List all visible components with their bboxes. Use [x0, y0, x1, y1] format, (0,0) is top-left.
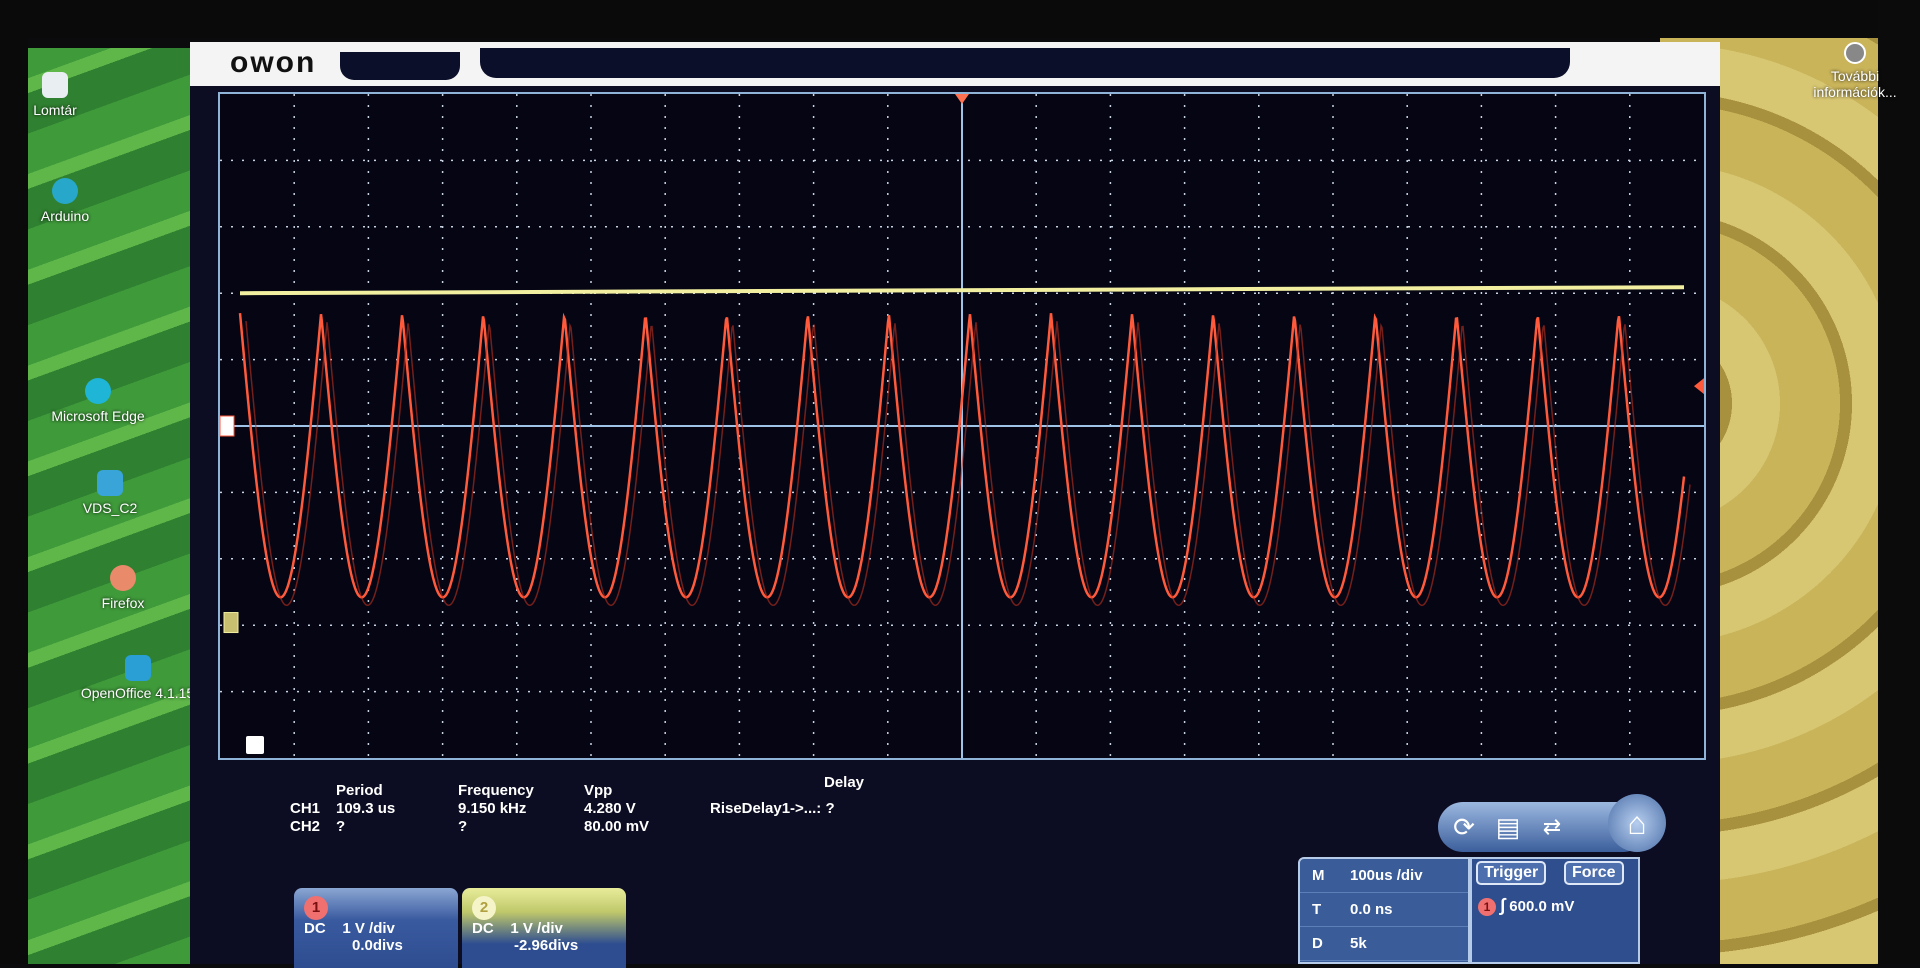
monitor-bezel-right [1878, 0, 1920, 964]
ch2-vpp: 80.00 mV [584, 818, 650, 835]
menu-tab[interactable] [340, 52, 460, 80]
ch2-scale: 1 V /div [510, 920, 563, 937]
force-button[interactable]: Force [1564, 861, 1624, 885]
edge-icon [85, 378, 111, 404]
desktop-icon-firefox[interactable]: Firefox [68, 565, 178, 611]
vds-icon [97, 470, 123, 496]
info-icon [1844, 42, 1866, 64]
icon-label: Microsoft Edge [51, 408, 145, 424]
scope-svg [220, 94, 1704, 758]
header-vpp: Vpp [584, 782, 613, 799]
icon-label: További információk... [1813, 68, 1897, 100]
corner-marker [246, 736, 264, 754]
waveform-display[interactable] [218, 92, 1706, 760]
ch1-settings-panel[interactable]: 1 DC 1 V /div 0.0divs [294, 888, 458, 968]
title-bar: owon [190, 42, 1720, 86]
icon-label: OpenOffice 4.1.15 [80, 685, 195, 701]
openoffice-icon [124, 655, 151, 681]
firefox-icon [110, 565, 136, 591]
home-icon[interactable]: ⌂ [1608, 794, 1666, 852]
header-period: Period [336, 782, 383, 799]
ch1-label: CH1 [290, 800, 321, 817]
t-value: 0.0 ns [1350, 901, 1393, 918]
ch1-badge: 1 [304, 896, 328, 920]
ch1-frequency: 9.150 kHz [458, 800, 527, 817]
ch2-trace [239, 285, 1685, 296]
icon-label: Arduino [40, 208, 90, 224]
desktop-icon-info[interactable]: További információk... [1795, 42, 1915, 100]
arduino-icon [52, 178, 78, 204]
ch2-frequency: ? [458, 818, 468, 835]
ch2-offset: -2.96divs [514, 937, 579, 954]
rising-edge-icon: ∫ [1500, 895, 1506, 915]
ch1-delay: RiseDelay1->...: ? [710, 800, 835, 817]
icon-label: Lomtár [33, 102, 77, 118]
monitor-bezel-top [0, 0, 1920, 38]
ch1-trace-ghost [245, 321, 1691, 607]
desktop-icon-recycle-bin[interactable]: Lomtár [0, 72, 110, 118]
m-label: M [1312, 867, 1325, 884]
ch2-coupling: DC [472, 920, 494, 937]
ch1-offset: 0.0divs [352, 937, 403, 954]
ch2-ground-marker [223, 612, 239, 634]
t-label: T [1312, 901, 1322, 918]
desktop-icon-openoffice[interactable]: OpenOffice 4.1.15 [80, 655, 195, 701]
connect-icon[interactable]: ⇄ [1542, 814, 1562, 839]
ch2-period: ? [336, 818, 346, 835]
trigger-button[interactable]: Trigger [1476, 861, 1547, 885]
monitor-bezel-left [0, 0, 28, 964]
ch1-period: 109.3 us [336, 800, 396, 817]
ch1-ground-marker [220, 415, 235, 437]
trigger-level: 600.0 mV [1509, 898, 1575, 915]
ch1-trace [238, 312, 1686, 599]
icon-label: VDS_C2 [82, 500, 138, 516]
ch2-settings-panel[interactable]: 2 DC 1 V /div -2.96divs [462, 888, 626, 968]
ch2-badge: 2 [472, 896, 496, 920]
trigger-level-marker [1694, 378, 1704, 395]
save-icon[interactable]: ▤ [1495, 812, 1521, 842]
trigger-source-badge: 1 [1478, 898, 1496, 916]
d-value: 5k [1350, 935, 1367, 952]
owon-logo: owon [230, 46, 317, 79]
ch2-label: CH2 [290, 818, 321, 835]
d-label: D [1312, 935, 1323, 952]
desktop-icon-edge[interactable]: Microsoft Edge [38, 378, 158, 424]
refresh-icon[interactable]: ⟳ [1453, 812, 1475, 842]
trigger-position-marker [955, 94, 969, 104]
trigger-panel: Trigger Force 1 ∫ 600.0 mV [1470, 857, 1640, 964]
header-frequency: Frequency [458, 782, 534, 799]
timebase-panel[interactable]: M 100us /div T 0.0 ns D 5k [1298, 857, 1470, 964]
ch1-scale: 1 V /div [342, 920, 395, 937]
desktop-icon-vds[interactable]: VDS_C2 [55, 470, 165, 516]
header-delay: Delay [824, 774, 865, 791]
memory-position-bar[interactable] [480, 48, 1570, 78]
ch1-vpp: 4.280 V [584, 800, 636, 817]
icon-label: Firefox [101, 595, 145, 611]
recycle-bin-icon [42, 72, 68, 98]
desktop-icon-arduino[interactable]: Arduino [10, 178, 120, 224]
ch1-coupling: DC [304, 920, 326, 937]
oscilloscope-window: owon Period Frequency Vpp Delay CH1 109.… [190, 42, 1720, 968]
m-value: 100us /div [1350, 867, 1423, 884]
